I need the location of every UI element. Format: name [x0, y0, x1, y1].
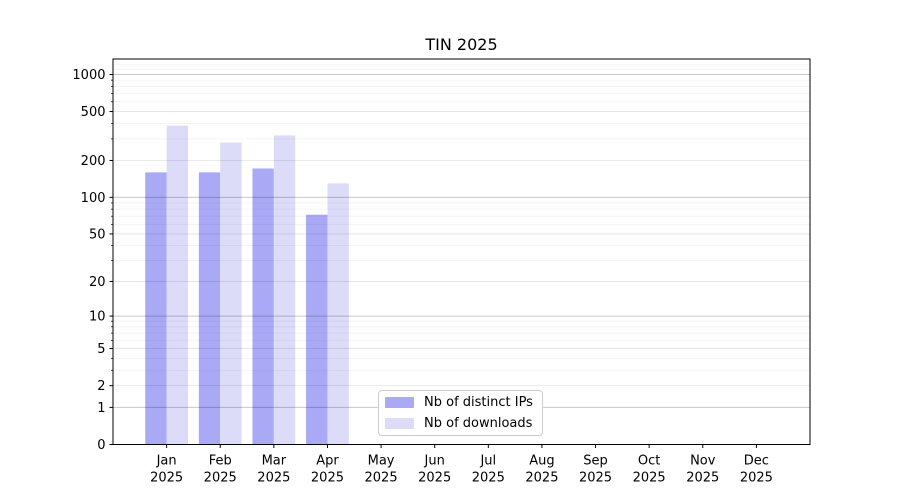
y-tick-label-100: 100	[81, 191, 106, 206]
x-tick-label-month: Feb	[209, 454, 232, 469]
x-tick-label-month: May	[368, 454, 395, 469]
x-tick-label-year: 2025	[418, 471, 451, 486]
bar-distinct-ips-mar	[252, 168, 274, 445]
bar-distinct-ips-jan	[145, 172, 167, 445]
legend-swatch-downloads	[385, 418, 414, 429]
x-tick-label-year: 2025	[633, 471, 666, 486]
legend-label-distinct-ips: Nb of distinct IPs	[424, 395, 533, 410]
legend-swatch-distinct-ips	[385, 397, 414, 408]
x-tick-label-month: Jan	[156, 454, 177, 469]
x-tick-label-year: 2025	[740, 471, 773, 486]
x-tick-label-month: Aug	[529, 454, 554, 469]
bar-downloads-jan	[166, 125, 189, 445]
y-tick-label-500: 500	[81, 105, 106, 120]
bar-distinct-ips-apr	[306, 214, 328, 445]
x-tick-label-year: 2025	[257, 471, 290, 486]
legend-row-distinct-ips: Nb of distinct IPs	[385, 392, 542, 413]
legend-row-downloads: Nb of downloads	[385, 413, 542, 434]
y-tick-label-0: 0	[97, 438, 105, 453]
y-tick-label-10: 10	[89, 310, 106, 325]
x-tick-label-year: 2025	[525, 471, 558, 486]
y-tick-label-5: 5	[97, 342, 105, 357]
x-tick-label-month: Apr	[316, 454, 339, 469]
bar-downloads-mar	[273, 135, 296, 445]
y-tick-label-20: 20	[89, 275, 106, 290]
x-tick-label-year: 2025	[204, 471, 237, 486]
chart-title: TIN 2025	[425, 35, 498, 54]
x-tick-label-month: Nov	[690, 454, 716, 469]
bar-distinct-ips-feb	[198, 172, 221, 445]
y-tick-label-200: 200	[81, 154, 106, 169]
bar-downloads-apr	[327, 183, 349, 445]
x-tick-label-year: 2025	[150, 471, 183, 486]
y-tick-label-1000: 1000	[72, 68, 105, 83]
x-tick-label-year: 2025	[365, 471, 398, 486]
y-tick-label-50: 50	[89, 227, 106, 242]
x-tick-label-month: Oct	[638, 454, 660, 469]
bar-downloads-feb	[220, 142, 242, 445]
y-tick-label-1: 1	[97, 401, 105, 416]
x-tick-label-year: 2025	[686, 471, 719, 486]
x-tick-label-month: Sep	[583, 454, 608, 469]
x-tick-label-month: Jun	[424, 454, 445, 469]
x-tick-label-month: Mar	[262, 454, 287, 469]
y-tick-label-2: 2	[97, 379, 105, 394]
legend: Nb of distinct IPs Nb of downloads	[378, 390, 543, 436]
legend-label-downloads: Nb of downloads	[424, 416, 533, 431]
x-tick-label-month: Jul	[479, 454, 496, 469]
plot-border	[112, 58, 811, 445]
x-tick-label-month: Dec	[744, 454, 769, 469]
x-tick-label-year: 2025	[472, 471, 505, 486]
x-tick-label-year: 2025	[311, 471, 344, 486]
x-tick-label-year: 2025	[579, 471, 612, 486]
